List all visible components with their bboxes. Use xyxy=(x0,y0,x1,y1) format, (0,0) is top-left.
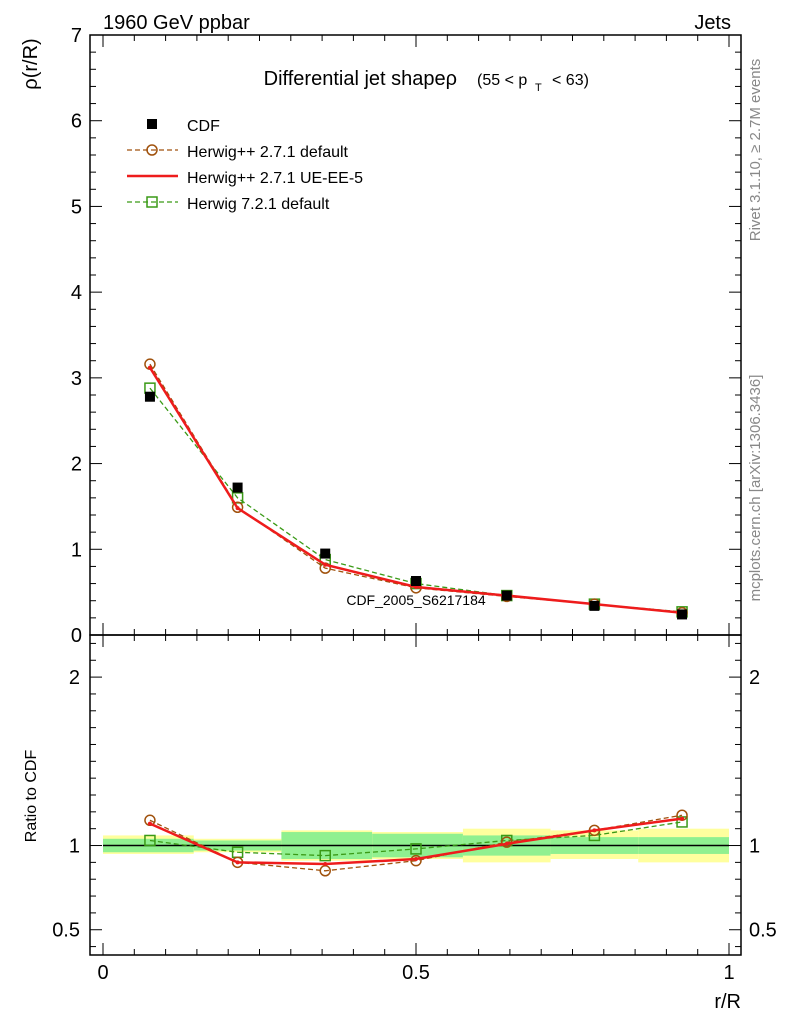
ratio-point-herwigpp_default xyxy=(410,854,422,867)
energy-label: 1960 GeV ppbar xyxy=(103,12,250,34)
main-point-cdf xyxy=(501,590,512,601)
mcplots-label: mcplots.cern.ch [arXiv:1306.3436] xyxy=(747,375,764,602)
ratio-plot-frame xyxy=(89,634,742,956)
y-tick-label: 5 xyxy=(71,196,82,218)
ratio-y-tick-label: 1 xyxy=(69,836,80,858)
plot-title: Differential jet shapeρ xyxy=(264,68,457,90)
main-point-cdf xyxy=(232,482,243,493)
main-point-cdf xyxy=(589,600,600,611)
main-point-herwigpp_ueee5 xyxy=(235,506,240,511)
rivet-version-label: Rivet 3.1.10, ≥ 2.7M events xyxy=(747,59,764,242)
ratio-point-herwig72 xyxy=(410,843,422,855)
y-tick-label: 4 xyxy=(71,282,82,304)
y-axis-label: ρ(r/R) xyxy=(20,38,42,89)
main-point-cdf xyxy=(320,548,331,559)
ratio-y-tick-label: 1 xyxy=(749,836,760,858)
main-point-herwigpp_ueee5 xyxy=(323,562,328,567)
legend-label-herwig72: Herwig 7.2.1 default xyxy=(187,196,330,213)
main-point-cdf xyxy=(411,576,421,586)
main-point-cdf xyxy=(677,609,688,620)
legend-marker-cdf xyxy=(147,119,157,129)
ratio-point-herwigpp_ueee5 xyxy=(323,862,328,867)
x-tick-label: 0 xyxy=(97,962,108,984)
y-tick-label: 0 xyxy=(71,625,82,647)
y-tick-label: 1 xyxy=(71,539,82,561)
legend-label-cdf: CDF xyxy=(187,118,220,135)
y-tick-label: 7 xyxy=(71,25,82,47)
ratio-point-herwigpp_ueee5 xyxy=(680,816,685,821)
legend-label-herwigpp_ueee5: Herwig++ 2.7.1 UE-EE-5 xyxy=(187,170,363,187)
ratio-point-herwig72 xyxy=(144,834,156,847)
plot-title-subscript: T xyxy=(535,82,542,94)
plot-title-range-end: < 63) xyxy=(552,72,589,89)
main-line-herwigpp_ueee5 xyxy=(148,366,683,614)
y-tick-label: 3 xyxy=(71,368,82,390)
ratio-point-herwigpp_ueee5 xyxy=(235,860,240,865)
ratio-y-tick-label: 2 xyxy=(749,667,760,689)
main-point-herwigpp_ueee5 xyxy=(147,365,152,370)
x-tick-label: 0.5 xyxy=(402,962,430,984)
ratio-y-tick-label: 0.5 xyxy=(52,920,80,942)
legend-label-herwigpp_default: Herwig++ 2.7.1 default xyxy=(187,144,349,161)
main-point-cdf xyxy=(144,391,155,402)
ratio-line-herwig72 xyxy=(149,821,683,857)
ratio-point-herwigpp_ueee5 xyxy=(414,857,418,861)
process-label: Jets xyxy=(694,12,731,34)
analysis-watermark: CDF_2005_S6217184 xyxy=(346,592,486,608)
ratio-point-herwig72 xyxy=(319,849,331,862)
ratio-point-herwigpp_ueee5 xyxy=(504,841,509,846)
ratio-point-herwigpp_ueee5 xyxy=(592,828,597,833)
plot-title-range: (55 < p xyxy=(477,72,527,89)
y-tick-label: 2 xyxy=(71,454,82,476)
ratio-point-herwigpp_ueee5 xyxy=(147,821,152,826)
x-axis-label: r/R xyxy=(714,991,741,1013)
legend-marker-herwigpp_default xyxy=(146,144,158,156)
ratio-y-tick-label: 0.5 xyxy=(749,920,777,942)
ratio-y-tick-label: 2 xyxy=(69,667,80,689)
main-point-herwigpp_default xyxy=(231,501,244,514)
x-tick-label: 1 xyxy=(723,962,734,984)
ratio-y-axis-label: Ratio to CDF xyxy=(23,750,40,843)
legend-marker-herwig72 xyxy=(146,196,158,208)
y-tick-label: 6 xyxy=(71,111,82,133)
